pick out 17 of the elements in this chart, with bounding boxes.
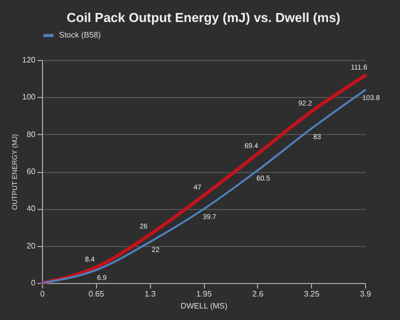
x-tick-label: 1.95	[196, 290, 212, 298]
y-tick-label: 100	[22, 92, 36, 102]
y-tick-label: 80	[26, 130, 36, 139]
x-axis-title: DWELL (MS)	[180, 302, 228, 310]
x-tick-label: 3.25	[304, 290, 320, 298]
y-tick-label: 20	[26, 241, 36, 250]
x-tick-label: 1.3	[144, 290, 156, 298]
y-tick-label: 40	[26, 204, 36, 214]
x-tick-label: 3.9	[360, 290, 372, 298]
y-tick-label: 120	[22, 56, 36, 64]
y-tick-label: 60	[26, 167, 36, 176]
y-tick-label: 0	[31, 278, 36, 288]
x-tick-label: 0	[40, 290, 46, 298]
legend-label: Stock (B58)	[59, 30, 102, 40]
chart-title: Coil Pack Output Energy (mJ) vs. Dwell (ms)	[66, 10, 340, 25]
x-tick-label: 2.6	[252, 290, 264, 298]
x-tick-label: 0.65	[88, 290, 105, 298]
